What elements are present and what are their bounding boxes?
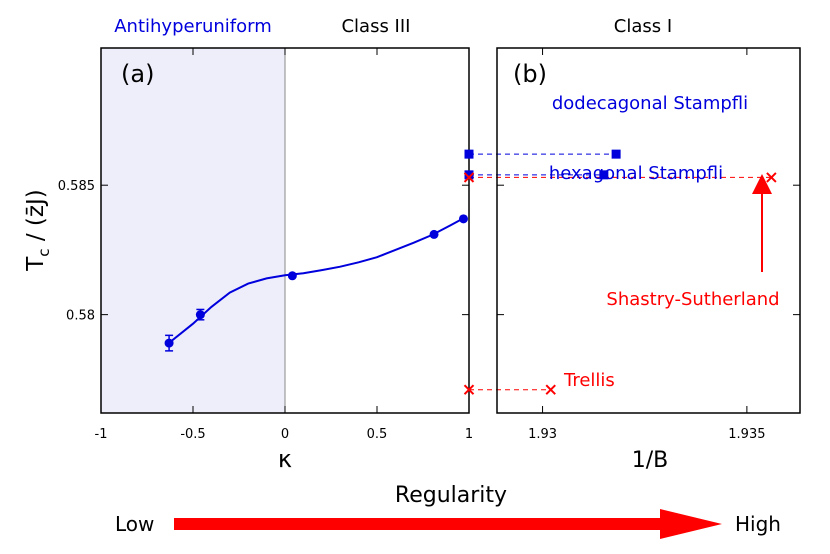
x-axis-label-kappa: κ — [278, 445, 292, 473]
y-tick-label: 0.58 — [66, 309, 95, 324]
regularity-scale: Regularity Low High — [115, 483, 781, 539]
square-marker — [611, 149, 621, 159]
data-point — [195, 310, 205, 320]
legend-shastry-sutherland: Shastry-Sutherland — [606, 289, 779, 310]
panel-a-frame — [100, 47, 470, 414]
y-axis-label: Tc / (z̄J) — [23, 189, 53, 272]
legend-dodecagonal-stampfli: dodecagonal Stampfli — [552, 93, 748, 114]
x-tick-label-b: 1.935 — [728, 427, 765, 442]
panel-b-dashed-lines — [469, 153, 772, 391]
x-tick-label-a: -1 — [95, 427, 108, 442]
square-marker — [599, 170, 609, 180]
x-tick-label-a: -0.5 — [180, 427, 205, 442]
x-tick-label-a: 1 — [465, 427, 473, 442]
antihyperuniform-label: Antihyperuniform — [114, 16, 272, 37]
data-point — [287, 271, 297, 281]
y-label-rest: / (z̄J) — [23, 189, 49, 248]
panel-a-ticks: -1 -0.5 0 0.5 1 0.58 0.585 — [58, 48, 473, 442]
x-tick-label-b: 1.93 — [528, 427, 557, 442]
legend-trellis: Trellis — [563, 370, 615, 391]
data-point — [164, 338, 174, 348]
legend-hexagonal-stampfli: hexagonal Stampfli — [549, 163, 723, 184]
panel-b-ticks: 1.93 1.935 — [497, 48, 800, 442]
panel-b-label: (b) — [513, 60, 547, 88]
x-axis-label-inverse-b: 1/B — [632, 448, 669, 473]
class3-label: Class III — [341, 16, 410, 37]
data-point — [458, 214, 468, 224]
y-label-main: T — [23, 256, 49, 272]
panel-b-points — [463, 149, 777, 395]
edge-cross-marker — [463, 172, 475, 183]
regularity-high-label: High — [735, 512, 781, 536]
regularity-title: Regularity — [395, 483, 507, 508]
class1-label: Class I — [614, 16, 672, 37]
data-point — [429, 229, 439, 239]
regularity-low-label: Low — [115, 512, 154, 536]
x-tick-label-a: 0 — [281, 427, 289, 442]
antihyperuniform-shade — [101, 48, 285, 413]
panel-b: 1.93 1.935 (b) 1/B dodecagonal Stampfli h… — [463, 47, 801, 473]
y-label-sub: c — [35, 248, 53, 256]
y-tick-label: 0.585 — [58, 179, 95, 194]
panel-a: -1 -0.5 0 0.5 1 0.58 0.585 (a) κ — [58, 47, 473, 473]
edge-marker — [464, 170, 474, 180]
panel-b-frame — [496, 47, 801, 414]
regularity-arrow — [174, 509, 722, 539]
edge-cross-marker — [463, 384, 475, 395]
x-tick-label-a: 0.5 — [367, 427, 388, 442]
svg-text:Tc / (z̄J): Tc / (z̄J) — [23, 189, 53, 272]
fit-curve — [166, 217, 464, 346]
cross-marker — [545, 384, 556, 395]
panel-a-points — [164, 214, 468, 352]
panel-a-label: (a) — [121, 60, 154, 88]
edge-marker — [464, 149, 474, 159]
